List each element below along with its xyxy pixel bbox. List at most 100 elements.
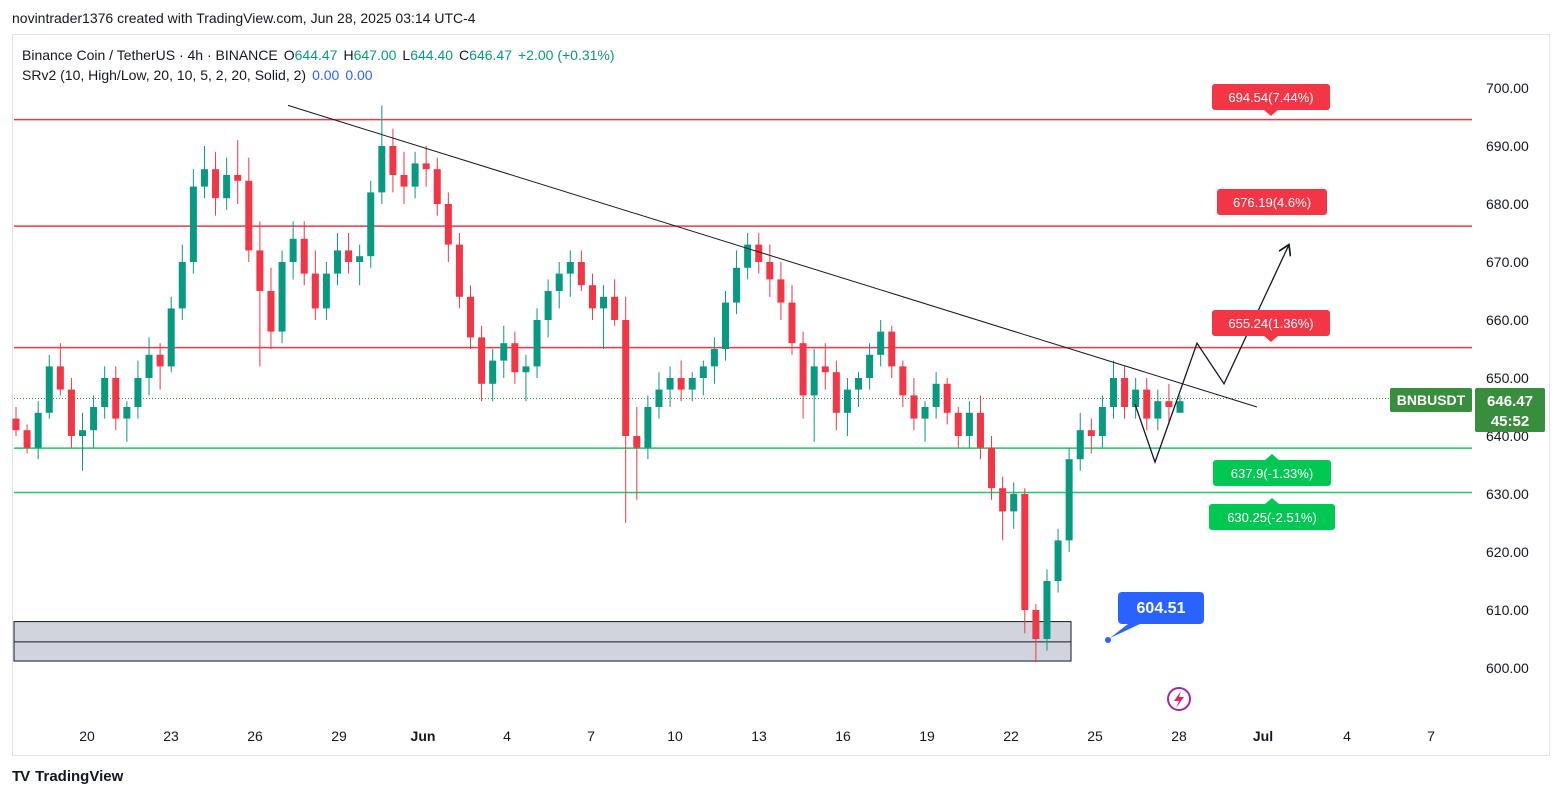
candle[interactable] — [799, 331, 807, 419]
candle[interactable] — [322, 262, 330, 320]
candle[interactable] — [67, 378, 75, 448]
candle[interactable] — [644, 395, 652, 460]
candle[interactable] — [167, 296, 175, 373]
candle[interactable] — [500, 325, 508, 378]
legend-symbol[interactable]: Binance Coin / TetherUS · 4h · BINANCE — [22, 47, 278, 63]
candle[interactable] — [777, 262, 785, 320]
candle[interactable] — [422, 146, 430, 187]
candle[interactable] — [1165, 383, 1173, 425]
candle[interactable] — [278, 250, 286, 344]
candle[interactable] — [1054, 528, 1062, 593]
candle[interactable] — [888, 325, 896, 378]
candle[interactable] — [411, 151, 419, 199]
candle[interactable] — [311, 250, 319, 320]
candle[interactable] — [444, 192, 452, 262]
candle[interactable] — [600, 285, 608, 349]
candle[interactable] — [1143, 378, 1151, 431]
candle[interactable] — [433, 157, 441, 216]
candle[interactable] — [566, 250, 574, 297]
candle[interactable] — [932, 372, 940, 419]
candle[interactable] — [1065, 447, 1073, 552]
candle[interactable] — [1087, 418, 1095, 454]
resistance-badge[interactable]: 655.24(1.36%) — [1212, 310, 1330, 342]
candle[interactable] — [1032, 604, 1040, 663]
candle[interactable] — [622, 296, 630, 523]
candle[interactable] — [79, 412, 87, 471]
candle[interactable] — [56, 343, 64, 396]
candle[interactable] — [555, 262, 563, 309]
candle[interactable] — [588, 273, 596, 320]
candle[interactable] — [633, 407, 641, 500]
price-tag[interactable]: BNBUSDT 646.47 45:52 — [1390, 388, 1545, 432]
candle[interactable] — [899, 360, 907, 407]
candle[interactable] — [455, 233, 463, 309]
candle[interactable] — [200, 146, 208, 199]
candle[interactable] — [855, 372, 863, 407]
candle[interactable] — [1021, 488, 1029, 634]
candle[interactable] — [999, 476, 1007, 541]
candle[interactable] — [12, 407, 20, 436]
candle[interactable] — [1132, 378, 1140, 419]
candle[interactable] — [1010, 482, 1018, 529]
candle[interactable] — [145, 337, 153, 396]
indicator-name[interactable]: SRv2 (10, High/Low, 20, 10, 5, 2, 20, So… — [22, 67, 307, 83]
candle[interactable] — [832, 360, 840, 431]
candle[interactable] — [810, 349, 818, 442]
candle[interactable] — [134, 360, 142, 419]
candle[interactable] — [333, 233, 341, 286]
resistance-badge[interactable]: 694.54(7.44%) — [1212, 84, 1330, 116]
candle[interactable] — [766, 244, 774, 297]
candle[interactable] — [611, 279, 619, 326]
candle[interactable] — [223, 157, 231, 210]
support-badge[interactable]: 630.25(-2.51%) — [1209, 498, 1335, 530]
candle[interactable] — [877, 320, 885, 367]
candle[interactable] — [655, 372, 663, 419]
candle[interactable] — [289, 221, 297, 280]
candle[interactable] — [710, 337, 718, 384]
candle[interactable] — [744, 233, 752, 280]
candle[interactable] — [345, 233, 353, 274]
projection-path[interactable] — [1134, 245, 1289, 465]
candle[interactable] — [23, 424, 31, 454]
candle[interactable] — [1121, 366, 1129, 419]
candle[interactable] — [533, 308, 541, 378]
candle[interactable] — [389, 128, 397, 193]
candle[interactable] — [843, 378, 851, 436]
candle[interactable] — [988, 436, 996, 500]
resistance-badge[interactable]: 676.19(4.6%) — [1217, 189, 1327, 215]
support-badge[interactable]: 637.9(-1.33%) — [1213, 454, 1331, 486]
candle[interactable] — [721, 291, 729, 361]
candle[interactable] — [189, 169, 197, 274]
candle[interactable] — [921, 401, 929, 442]
tradingview-logo[interactable]: TV TradingView — [12, 768, 123, 785]
candle[interactable] — [267, 267, 275, 349]
candle[interactable] — [112, 366, 120, 431]
candle[interactable] — [34, 401, 42, 460]
candle[interactable] — [367, 180, 375, 268]
candle[interactable] — [1043, 569, 1051, 651]
candle[interactable] — [356, 244, 364, 286]
candle[interactable] — [245, 157, 253, 262]
candle[interactable] — [300, 221, 308, 286]
candle[interactable] — [90, 395, 98, 448]
candle[interactable] — [522, 354, 530, 402]
candle[interactable] — [1076, 412, 1084, 471]
candle[interactable] — [467, 285, 475, 349]
candle[interactable] — [1176, 395, 1184, 413]
candle[interactable] — [1154, 389, 1162, 431]
flash-icon[interactable] — [1167, 687, 1191, 711]
candle[interactable] — [101, 366, 109, 419]
candle[interactable] — [954, 407, 962, 448]
candle[interactable] — [1109, 360, 1117, 419]
candle[interactable] — [866, 343, 874, 390]
candle[interactable] — [688, 372, 696, 402]
candle[interactable] — [156, 343, 164, 390]
candle[interactable] — [178, 244, 186, 320]
candle[interactable] — [234, 140, 242, 204]
candle[interactable] — [910, 378, 918, 431]
candle[interactable] — [489, 349, 497, 402]
candle[interactable] — [821, 343, 829, 390]
candle[interactable] — [1098, 395, 1106, 448]
x-axis[interactable]: 20 23 26 29 Jun 4 7 10 13 16 19 22 25 28 Jul 4 7 — [79, 728, 1435, 744]
